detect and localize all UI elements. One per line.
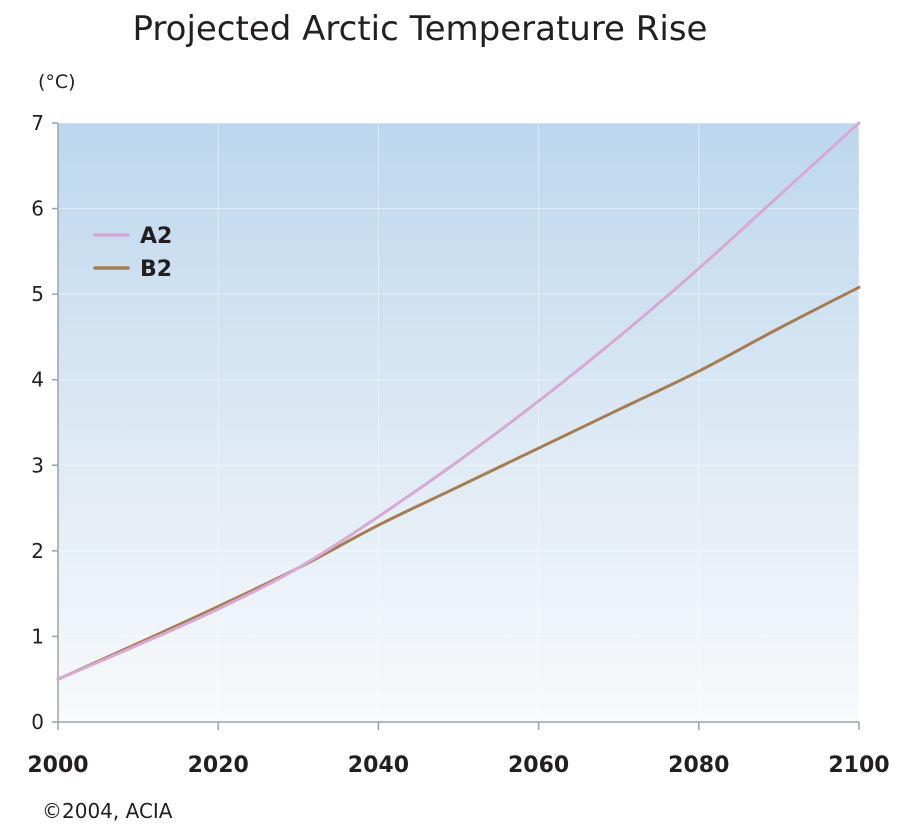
tick-labels: 0 1 2 3 4 5 6 7 2000 2020 2040 2060 2080 2100 bbox=[27, 111, 889, 778]
legend-label-b2: B2 bbox=[140, 257, 172, 282]
x-tick-label: 2040 bbox=[348, 753, 409, 778]
y-tick-label: 3 bbox=[31, 453, 44, 477]
x-tick-label: 2080 bbox=[668, 753, 729, 778]
y-tick-label: 0 bbox=[31, 710, 44, 734]
chart-title: Projected Arctic Temperature Rise bbox=[133, 9, 708, 49]
grid-lines bbox=[57, 122, 860, 723]
series-lines bbox=[56, 121, 861, 681]
x-tick-label: 2060 bbox=[508, 753, 569, 778]
y-tick-label: 7 bbox=[31, 111, 44, 135]
plot-area bbox=[58, 123, 859, 722]
y-tick-label: 2 bbox=[31, 539, 44, 563]
y-axis-unit-label: (°C) bbox=[38, 71, 76, 93]
x-tick-label: 2100 bbox=[828, 753, 889, 778]
series-line-b2 bbox=[56, 285, 861, 681]
y-tick-label: 6 bbox=[31, 197, 44, 221]
x-tick-label: 2020 bbox=[188, 753, 249, 778]
axes bbox=[52, 122, 860, 730]
series-line-a2 bbox=[56, 121, 861, 681]
copyright-credit: ©2004, ACIA bbox=[42, 799, 173, 823]
x-tick-label: 2000 bbox=[27, 753, 88, 778]
y-tick-label: 4 bbox=[31, 368, 44, 392]
y-tick-label: 5 bbox=[31, 282, 44, 306]
legend-label-a2: A2 bbox=[140, 224, 172, 249]
y-tick-label: 1 bbox=[31, 624, 44, 648]
